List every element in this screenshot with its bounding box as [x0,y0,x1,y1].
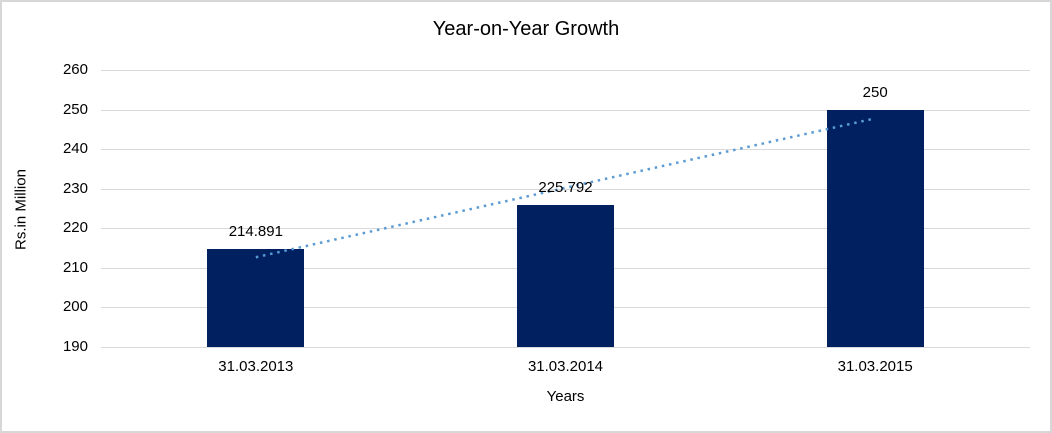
chart-title: Year-on-Year Growth [432,18,620,40]
y-tick-label: 210 [62,258,88,276]
gridline [101,70,1030,71]
gridline [101,347,1030,348]
y-tick-label: 260 [62,61,88,78]
y-tick-label: 240 [62,140,88,158]
bar-31.03.2015 [826,109,924,347]
x-axis-title: Years [546,388,585,405]
x-category-label: 31.03.2015 [837,358,913,375]
y-tick-label: 220 [62,219,88,237]
y-tick-label: 230 [62,179,88,197]
x-category-label: 31.03.2013 [218,358,294,375]
gridline [101,109,1030,111]
y-tick-label: 200 [62,298,88,316]
y-tick-label: 250 [62,100,88,118]
x-category-label: 31.03.2014 [527,358,604,375]
plot-area [101,70,1030,348]
y-tick-label: 190 [62,338,88,355]
bar-data-label: 250 [862,83,888,101]
bar-data-label: 225.792 [538,179,593,197]
bar-31.03.2014 [517,205,614,347]
bar-data-label: 214.891 [228,222,283,240]
bar-31.03.2013 [207,248,305,347]
